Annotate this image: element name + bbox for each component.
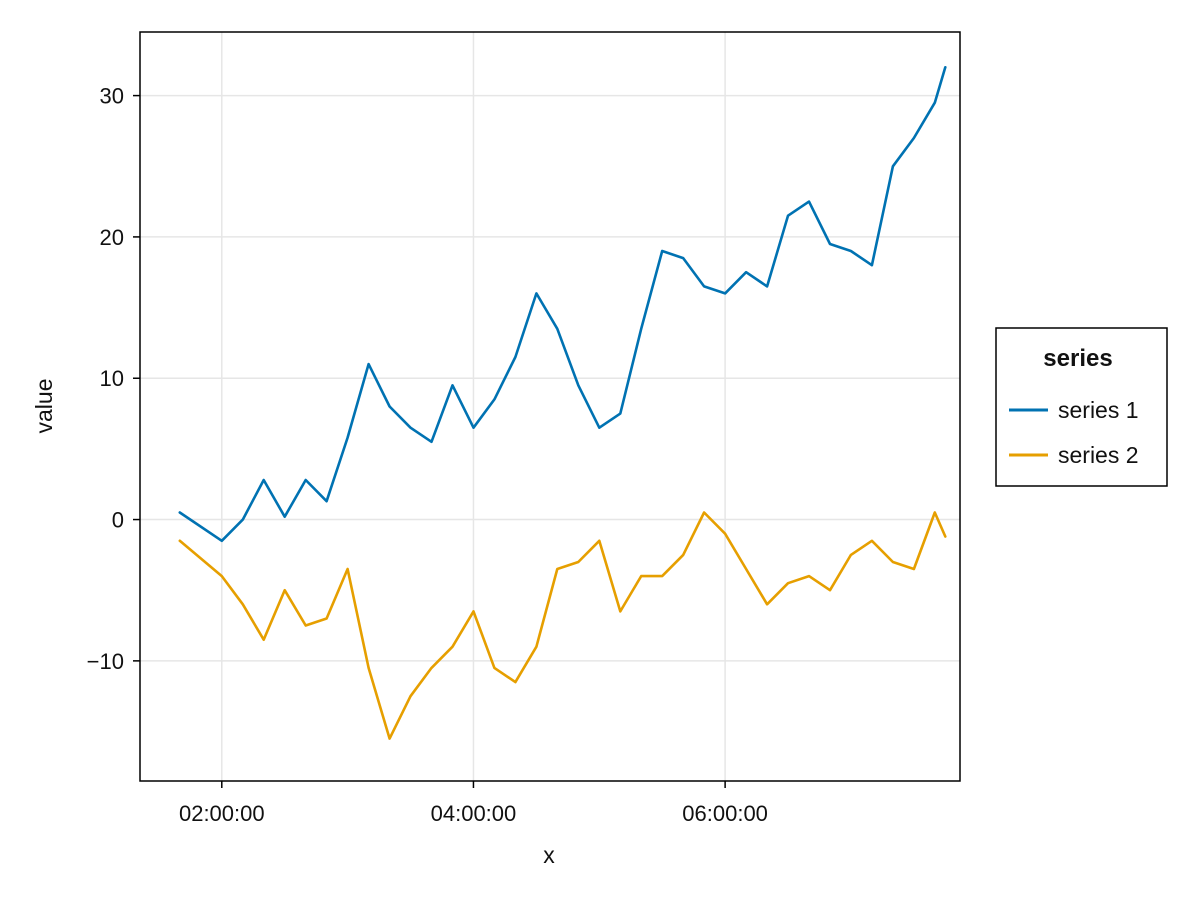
- y-tick-label: 10: [100, 366, 124, 391]
- x-tick-label: 06:00:00: [682, 801, 768, 826]
- x-tick-label: 02:00:00: [179, 801, 265, 826]
- y-tick-label: −10: [87, 649, 124, 674]
- legend-title: series: [1043, 345, 1112, 372]
- y-tick-label: 20: [100, 225, 124, 250]
- y-axis-title: value: [31, 379, 57, 434]
- axis-ticks: 02:00:00 04:00:00 06:00:00 −10 0 10 20 30: [87, 84, 768, 826]
- series-line-2: [178, 511, 947, 740]
- grid: [140, 32, 960, 781]
- plot-area: [139, 31, 961, 782]
- legend: series series 1 series 2: [995, 327, 1168, 487]
- y-tick-label: 30: [100, 84, 124, 109]
- legend-label-series-2: series 2: [1058, 442, 1139, 468]
- x-tick-label: 04:00:00: [431, 801, 517, 826]
- x-axis-title: x: [543, 842, 555, 868]
- y-tick-label: 0: [112, 508, 124, 533]
- series-line-1: [178, 66, 947, 543]
- legend-box: [995, 327, 1168, 487]
- legend-label-series-1: series 1: [1058, 397, 1139, 423]
- series-lines: [178, 66, 947, 740]
